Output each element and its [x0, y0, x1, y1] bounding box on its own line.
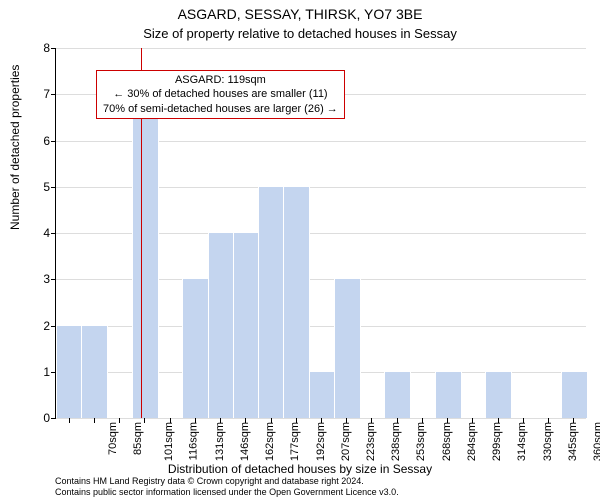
bar: [309, 371, 336, 418]
bar: [334, 278, 361, 418]
bar: [435, 371, 462, 418]
xtick-label: 85sqm: [132, 422, 144, 455]
xtick-mark: [523, 418, 524, 423]
annotation-box: ASGARD: 119sqm← 30% of detached houses a…: [96, 70, 345, 119]
bar: [182, 278, 209, 418]
xtick-label: 207sqm: [340, 422, 352, 461]
bar: [132, 93, 159, 418]
xtick-mark: [94, 418, 95, 423]
xtick-label: 268sqm: [441, 422, 453, 461]
ytick-mark: [51, 141, 56, 142]
ytick-label: 5: [43, 180, 50, 194]
xtick-mark: [271, 418, 272, 423]
plot-area: 01234567870sqm85sqm101sqm116sqm131sqm146…: [55, 48, 586, 419]
xtick-label: 299sqm: [491, 422, 503, 461]
footnote-line-1: Contains HM Land Registry data © Crown c…: [55, 476, 399, 487]
bar: [485, 371, 512, 418]
bar: [81, 325, 108, 419]
xtick-label: 162sqm: [264, 422, 276, 461]
xtick-mark: [69, 418, 70, 423]
bar: [233, 232, 260, 418]
ytick-label: 2: [43, 319, 50, 333]
xtick-mark: [119, 418, 120, 423]
annotation-line: 70% of semi-detached houses are larger (…: [103, 102, 338, 116]
ytick-label: 0: [43, 411, 50, 425]
bar: [258, 186, 285, 418]
bar: [561, 371, 588, 418]
xtick-label: 238sqm: [390, 422, 402, 461]
bar: [283, 186, 310, 418]
xtick-mark: [548, 418, 549, 423]
ytick-mark: [51, 326, 56, 327]
ytick-mark: [51, 48, 56, 49]
bar: [56, 325, 83, 419]
footnote: Contains HM Land Registry data © Crown c…: [55, 476, 399, 498]
xtick-mark: [573, 418, 574, 423]
xtick-label: 116sqm: [188, 422, 200, 460]
bar: [384, 371, 411, 418]
xtick-mark: [346, 418, 347, 423]
y-axis-label: Number of detached properties: [8, 65, 22, 230]
ytick-mark: [51, 94, 56, 95]
xtick-label: 223sqm: [365, 422, 377, 461]
xtick-mark: [296, 418, 297, 423]
chart-title-2: Size of property relative to detached ho…: [0, 26, 600, 41]
xtick-mark: [170, 418, 171, 423]
annotation-line: ASGARD: 119sqm: [103, 73, 338, 87]
xtick-label: 177sqm: [289, 422, 301, 461]
ytick-label: 4: [43, 226, 50, 240]
xtick-label: 284sqm: [466, 422, 478, 461]
xtick-mark: [245, 418, 246, 423]
xtick-mark: [220, 418, 221, 423]
xtick-label: 101sqm: [163, 422, 175, 461]
xtick-mark: [422, 418, 423, 423]
ytick-label: 7: [43, 87, 50, 101]
xtick-label: 192sqm: [315, 422, 327, 461]
annotation-line: ← 30% of detached houses are smaller (11…: [103, 87, 338, 101]
xtick-label: 253sqm: [416, 422, 428, 461]
chart-title-1: ASGARD, SESSAY, THIRSK, YO7 3BE: [0, 6, 600, 22]
xtick-label: 330sqm: [542, 422, 554, 461]
ytick-label: 8: [43, 41, 50, 55]
footnote-line-2: Contains public sector information licen…: [55, 487, 399, 498]
xtick-mark: [144, 418, 145, 423]
bar: [208, 232, 235, 418]
xtick-label: 314sqm: [517, 422, 529, 461]
x-axis-label: Distribution of detached houses by size …: [0, 462, 600, 476]
xtick-mark: [397, 418, 398, 423]
xtick-mark: [371, 418, 372, 423]
ytick-mark: [51, 233, 56, 234]
xtick-label: 146sqm: [239, 422, 251, 461]
gridline: [56, 48, 586, 49]
xtick-mark: [447, 418, 448, 423]
xtick-mark: [472, 418, 473, 423]
ytick-label: 6: [43, 134, 50, 148]
xtick-mark: [498, 418, 499, 423]
ytick-mark: [51, 372, 56, 373]
xtick-mark: [321, 418, 322, 423]
xtick-label: 360sqm: [592, 422, 600, 461]
xtick-label: 131sqm: [214, 422, 226, 461]
xtick-label: 345sqm: [567, 422, 579, 461]
xtick-mark: [195, 418, 196, 423]
ytick-label: 3: [43, 272, 50, 286]
ytick-mark: [51, 279, 56, 280]
ytick-mark: [51, 187, 56, 188]
chart-container: ASGARD, SESSAY, THIRSK, YO7 3BE Size of …: [0, 0, 600, 500]
ytick-label: 1: [43, 365, 50, 379]
ytick-mark: [51, 418, 56, 419]
xtick-label: 70sqm: [107, 422, 119, 455]
